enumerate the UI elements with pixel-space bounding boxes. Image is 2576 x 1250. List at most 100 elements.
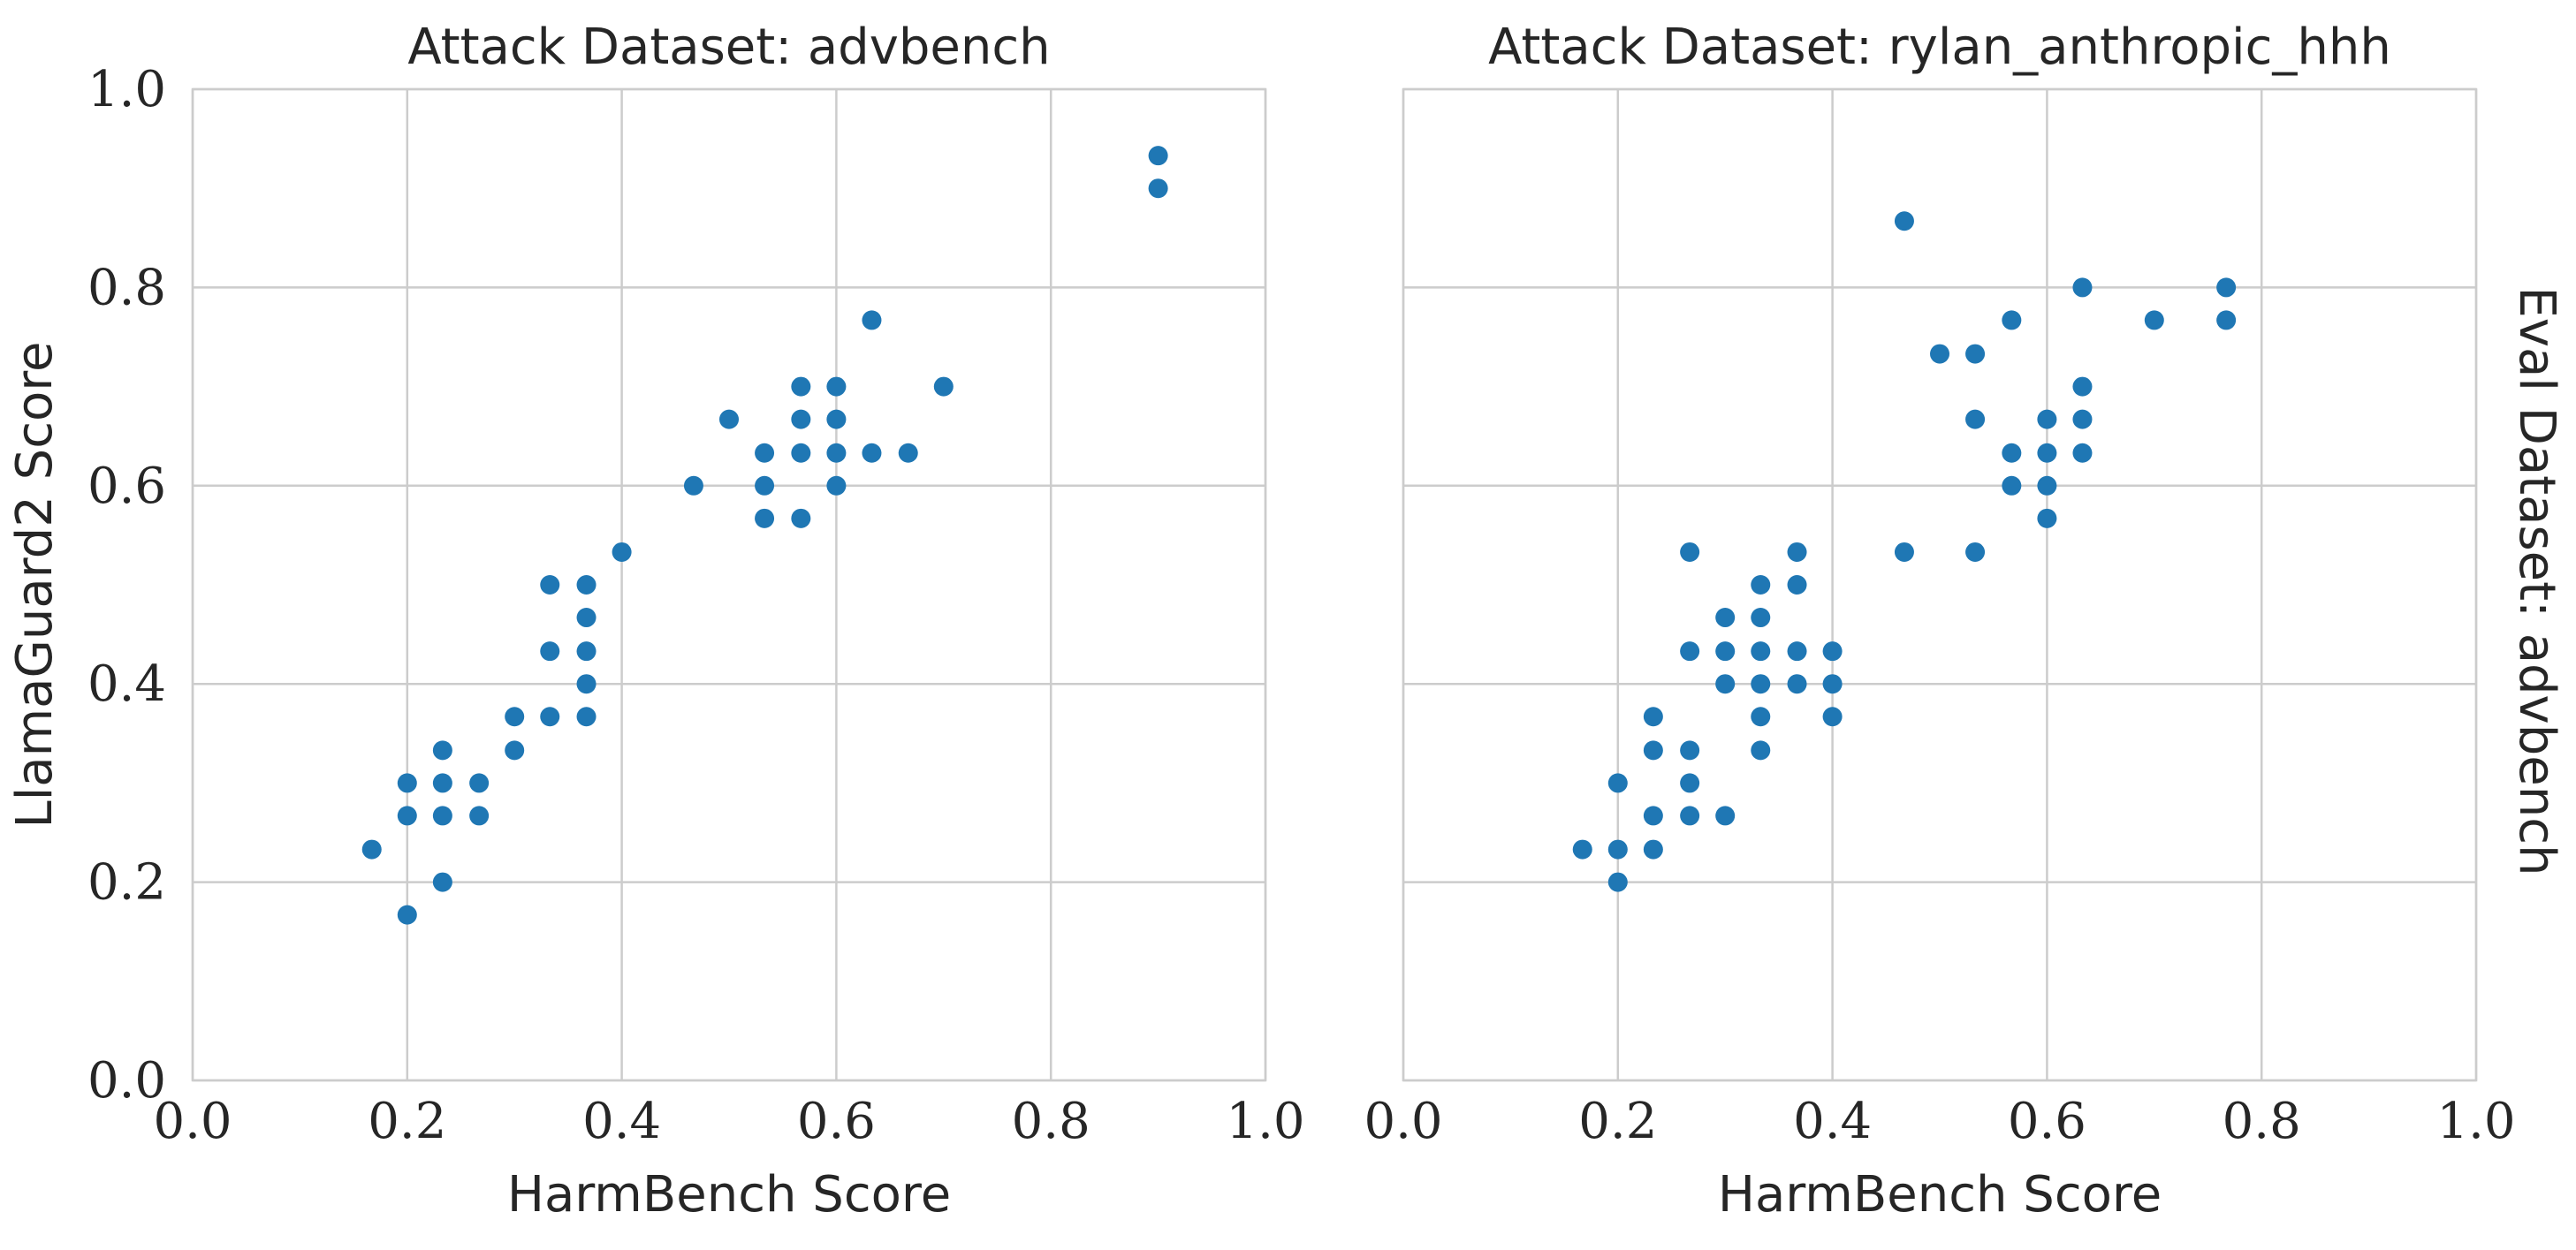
scatter-point bbox=[1751, 641, 1771, 662]
scatter-point bbox=[1715, 641, 1736, 662]
x-axis-label: HarmBench Score bbox=[507, 1166, 951, 1223]
scatter-point bbox=[1751, 707, 1771, 727]
scatter-point bbox=[1930, 344, 1949, 364]
row-label: Eval Dataset: advbench bbox=[2508, 287, 2565, 876]
scatter-point bbox=[755, 508, 775, 528]
x-tick-label: 0.4 bbox=[1793, 1093, 1872, 1150]
x-tick-label: 0.8 bbox=[2223, 1093, 2301, 1150]
scatter-point bbox=[432, 740, 452, 761]
scatter-point bbox=[540, 641, 560, 662]
scatter-point bbox=[862, 443, 882, 463]
scatter-point bbox=[1965, 542, 1986, 562]
y-tick-label: 0.2 bbox=[87, 854, 166, 912]
y-tick-label: 1.0 bbox=[87, 61, 166, 118]
scatter-point bbox=[2072, 409, 2093, 429]
scatter-point bbox=[1715, 608, 1736, 628]
scatter-point bbox=[397, 806, 417, 826]
scatter-point bbox=[2072, 277, 2093, 298]
scatter-point bbox=[1787, 542, 1807, 562]
scatter-point bbox=[1965, 344, 1986, 364]
scatter-point bbox=[826, 376, 847, 397]
scatter-point bbox=[1751, 575, 1771, 595]
scatter-point bbox=[1787, 674, 1807, 694]
scatter-point bbox=[1894, 211, 1914, 231]
scatter-point bbox=[791, 376, 811, 397]
scatter-point bbox=[1680, 773, 1700, 793]
scatter-point bbox=[1607, 872, 1628, 892]
scatter-point bbox=[576, 641, 597, 662]
scatter-point bbox=[719, 409, 739, 429]
scatter-point bbox=[826, 409, 847, 429]
scatter-point bbox=[361, 839, 382, 860]
scatter-point bbox=[469, 806, 490, 826]
scatter-point bbox=[1787, 575, 1807, 595]
scatter-point bbox=[1680, 806, 1700, 826]
scatter-point bbox=[1148, 178, 1168, 199]
scatter-point bbox=[1680, 740, 1700, 761]
panel-rylan-anthropic-hhh: 0.0 0.2 0.4 0.6 0.8 1.0 Attack Dataset: rylan_… bbox=[1364, 19, 2515, 1223]
scatter-point bbox=[432, 806, 452, 826]
scatter-point bbox=[933, 376, 954, 397]
x-tick-label: 0.8 bbox=[1012, 1093, 1090, 1150]
scatter-point bbox=[2002, 475, 2022, 496]
scatter-point bbox=[683, 475, 703, 496]
scatter-point bbox=[1607, 773, 1628, 793]
scatter-point bbox=[1822, 641, 1843, 662]
scatter-point bbox=[1643, 707, 1663, 727]
scatter-point bbox=[1643, 740, 1663, 761]
scatter-point bbox=[1751, 608, 1771, 628]
x-tick-label: 0.6 bbox=[797, 1093, 876, 1150]
scatter-point bbox=[576, 608, 597, 628]
x-tick-label: 0.6 bbox=[2008, 1093, 2086, 1150]
scatter-point bbox=[505, 707, 525, 727]
scatter-point bbox=[1751, 740, 1771, 761]
scatter-point bbox=[432, 773, 452, 793]
scatter-point bbox=[1680, 641, 1700, 662]
scatter-point bbox=[1894, 542, 1914, 562]
scatter-point bbox=[1643, 839, 1663, 860]
scatter-point bbox=[2002, 310, 2022, 330]
scatter-point bbox=[2216, 277, 2237, 298]
scatter-point bbox=[576, 707, 597, 727]
scatter-point bbox=[826, 443, 847, 463]
scatter-point bbox=[1715, 674, 1736, 694]
scatter-point bbox=[469, 773, 490, 793]
scatter-point bbox=[755, 475, 775, 496]
y-tick-label: 0.0 bbox=[87, 1052, 166, 1110]
scatter-point bbox=[1643, 806, 1663, 826]
x-tick-label: 0.0 bbox=[153, 1093, 232, 1150]
scatter-point bbox=[505, 740, 525, 761]
scatter-point bbox=[862, 310, 882, 330]
scatter-point bbox=[1787, 641, 1807, 662]
scatter-point bbox=[397, 773, 417, 793]
scatter-point bbox=[826, 475, 847, 496]
y-axis-label: LlamaGuard2 Score bbox=[6, 341, 64, 828]
scatter-point bbox=[432, 872, 452, 892]
x-tick-label: 1.0 bbox=[1226, 1093, 1304, 1150]
scatter-point bbox=[2037, 409, 2057, 429]
scatter-point bbox=[2072, 376, 2093, 397]
y-tick-label: 0.4 bbox=[87, 655, 166, 713]
scatter-point bbox=[1715, 806, 1736, 826]
scatter-point bbox=[397, 905, 417, 925]
scatter-point bbox=[1822, 707, 1843, 727]
scatter-point bbox=[2216, 310, 2237, 330]
panel-advbench: 0.0 0.2 0.4 0.6 0.8 1.0 0.0 0.2 0.4 0.6 0.8 1.0 Atta… bbox=[6, 19, 1305, 1223]
scatter-point bbox=[1572, 839, 1592, 860]
scatter-point bbox=[791, 508, 811, 528]
y-tick-label: 0.6 bbox=[87, 458, 166, 515]
x-tick-label: 0.2 bbox=[368, 1093, 446, 1150]
plot-frame bbox=[191, 87, 1267, 1082]
y-tick-label: 0.8 bbox=[87, 259, 166, 316]
scatter-point bbox=[2037, 443, 2057, 463]
scatter-point bbox=[898, 443, 918, 463]
x-axis-label: HarmBench Score bbox=[1718, 1166, 2162, 1223]
scatter-point bbox=[2072, 443, 2093, 463]
scatter-point bbox=[1751, 674, 1771, 694]
scatter-point bbox=[2037, 508, 2057, 528]
scatter-point bbox=[1680, 542, 1700, 562]
plot-frame bbox=[1402, 87, 2478, 1082]
scatter-point bbox=[2002, 443, 2022, 463]
scatter-point bbox=[540, 707, 560, 727]
